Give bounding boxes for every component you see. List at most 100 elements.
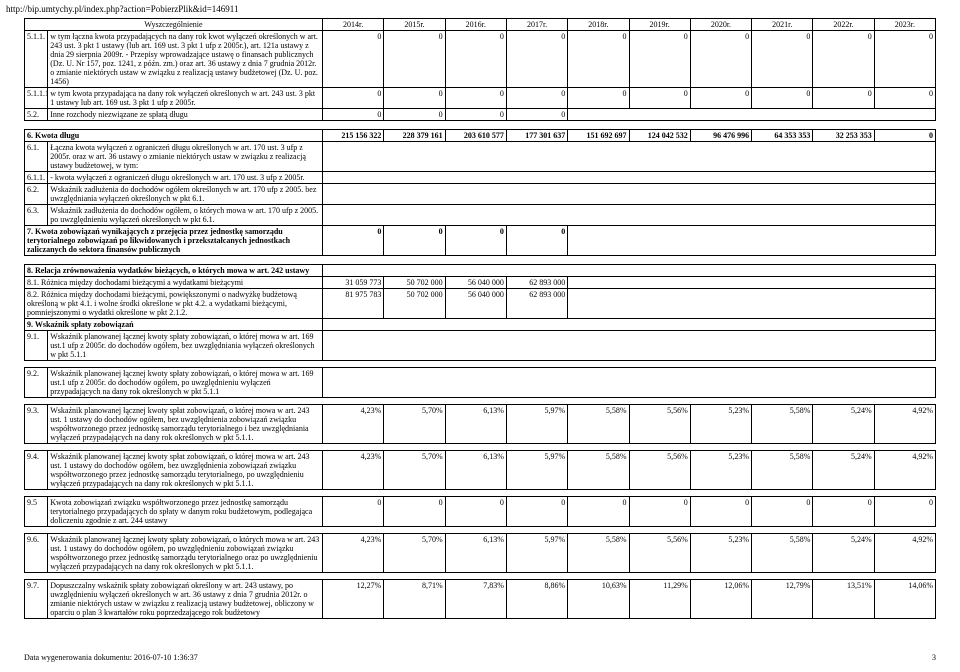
cell: 0: [752, 497, 813, 527]
cell: 62 893 000: [506, 277, 567, 289]
cell: 56 040 000: [445, 277, 506, 289]
page-number: 3: [932, 653, 936, 662]
cell: 5,56%: [629, 534, 690, 573]
row-id: 9.1.: [25, 331, 48, 361]
row-6-1-1: 6.1.1. - kwota wyłączeń z ograniczeń dłu…: [25, 172, 936, 184]
row-id: 6.1.1.: [25, 172, 48, 184]
cell: 11,29%: [629, 580, 690, 619]
cell: 5,56%: [629, 451, 690, 490]
row-txt: Kwota zobowiązań związku współtworzonego…: [48, 497, 323, 527]
row-id: 9.2.: [25, 368, 48, 398]
cell: 0: [506, 226, 567, 256]
cell: 32 253 353: [813, 130, 874, 142]
generation-timestamp: Data wygenerowania dokumentu: 2016-07-10…: [24, 653, 198, 662]
cell-empty: [323, 172, 936, 184]
row-txt: Wskaźnik planowanej łącznej kwoty spłaty…: [48, 331, 323, 361]
cell: 4,92%: [874, 451, 935, 490]
cell: 203 610 577: [445, 130, 506, 142]
page-content: Wyszczególnienie 2014r. 2015r. 2016r. 20…: [0, 18, 960, 619]
cell: 0: [384, 88, 445, 109]
row-9-1: 9.1. Wskaźnik planowanej łącznej kwoty s…: [25, 331, 936, 361]
row-5-2: 5.2. Inne rozchody niezwiązane ze spłatą…: [25, 109, 936, 121]
cell-empty: [323, 184, 936, 205]
col-2023: 2023r.: [874, 19, 935, 31]
col-2019: 2019r.: [629, 19, 690, 31]
row-8: 8. Relacja zrównoważenia wydatków bieżąc…: [25, 265, 936, 277]
page-footer: Data wygenerowania dokumentu: 2016-07-10…: [0, 649, 960, 668]
cell: 0: [752, 31, 813, 88]
cell: 0: [690, 497, 751, 527]
cell: 0: [874, 130, 935, 142]
row-txt: Dopuszczalny wskaźnik spłaty zobowiązań …: [48, 580, 323, 619]
cell: 5,58%: [568, 451, 629, 490]
cell-empty: [323, 265, 936, 277]
cell: 151 692 697: [568, 130, 629, 142]
row-id: 9.5: [25, 497, 48, 527]
cell: 0: [506, 497, 567, 527]
col-2016: 2016r.: [445, 19, 506, 31]
cell: 0: [690, 31, 751, 88]
cell: 0: [323, 109, 384, 121]
row-5-1-1: 5.1.1. w tym łączna kwota przypadających…: [25, 31, 936, 88]
col-2022: 2022r.: [813, 19, 874, 31]
cell: 5,70%: [384, 534, 445, 573]
cell: 215 156 322: [323, 130, 384, 142]
row-txt: Wskaźnik planowanej łącznej kwoty spłaty…: [48, 534, 323, 573]
cell: 14,06%: [874, 580, 935, 619]
cell: 0: [384, 109, 445, 121]
header-row: Wyszczególnienie 2014r. 2015r. 2016r. 20…: [25, 19, 936, 31]
cell-empty: [323, 331, 936, 361]
cell: 0: [568, 497, 629, 527]
row-7: 7. Kwota zobowiązań wynikających z przej…: [25, 226, 936, 256]
cell: 0: [445, 226, 506, 256]
row-txt: Inne rozchody niezwiązane ze spłatą dług…: [48, 109, 323, 121]
row-9-4: 9.4. Wskaźnik planowanej łącznej kwoty s…: [25, 451, 936, 490]
cell: 10,63%: [568, 580, 629, 619]
cell: 0: [323, 497, 384, 527]
row-txt: Łączna kwota wyłączeń z ograniczeń długu…: [48, 142, 323, 172]
cell: 5,58%: [752, 405, 813, 444]
row-id: 9.3.: [25, 405, 48, 444]
cell: 0: [629, 497, 690, 527]
cell: 5,56%: [629, 405, 690, 444]
cell: 0: [568, 31, 629, 88]
row-txt: Wskaźnik planowanej łącznej kwoty spłaty…: [48, 368, 323, 398]
cell: 0: [568, 88, 629, 109]
cell: 5,23%: [690, 405, 751, 444]
row-id: 5.1.1.: [25, 31, 48, 88]
row-9-2: 9.2. Wskaźnik planowanej łącznej kwoty s…: [25, 368, 936, 398]
row-6: 6. Kwota długu 215 156 322 228 379 161 2…: [25, 130, 936, 142]
cell: 5,97%: [506, 451, 567, 490]
cell: 0: [506, 109, 567, 121]
cell: 5,58%: [752, 534, 813, 573]
row-txt: 8.2. Różnica między dochodami bieżącymi,…: [25, 289, 323, 319]
row-6-2: 6.2. Wskaźnik zadłużenia do dochodów ogó…: [25, 184, 936, 205]
row-6-1: 6.1. Łączna kwota wyłączeń z ograniczeń …: [25, 142, 936, 172]
row-9: 9. Wskaźnik spłaty zobowiązań: [25, 319, 936, 331]
cell: 12,06%: [690, 580, 751, 619]
cell: 5,23%: [690, 534, 751, 573]
col-2014: 2014r.: [323, 19, 384, 31]
cell: 5,97%: [506, 534, 567, 573]
cell: 0: [323, 226, 384, 256]
cell: 5,58%: [568, 534, 629, 573]
cell: 8,71%: [384, 580, 445, 619]
row-txt: Wskaźnik planowanej łącznej kwoty spłat …: [48, 451, 323, 490]
cell: 124 042 532: [629, 130, 690, 142]
row-id: 5.1.1.1.: [25, 88, 48, 109]
cell: 56 040 000: [445, 289, 506, 319]
cell: 0: [813, 88, 874, 109]
cell: 4,23%: [323, 534, 384, 573]
cell: 50 702 000: [384, 289, 445, 319]
row-txt: 7. Kwota zobowiązań wynikających z przej…: [25, 226, 323, 256]
cell: 0: [384, 497, 445, 527]
cell: 177 301 637: [506, 130, 567, 142]
cell: 5,70%: [384, 451, 445, 490]
cell: 8,86%: [506, 580, 567, 619]
row-8-1: 8.1. Różnica między dochodami bieżącymi …: [25, 277, 936, 289]
row-id: 9.6.: [25, 534, 48, 573]
col-2015: 2015r.: [384, 19, 445, 31]
row-5-1-1-1: 5.1.1.1. w tym kwota przypadająca na dan…: [25, 88, 936, 109]
row-8-2: 8.2. Różnica między dochodami bieżącymi,…: [25, 289, 936, 319]
row-txt: - kwota wyłączeń z ograniczeń długu okre…: [48, 172, 323, 184]
